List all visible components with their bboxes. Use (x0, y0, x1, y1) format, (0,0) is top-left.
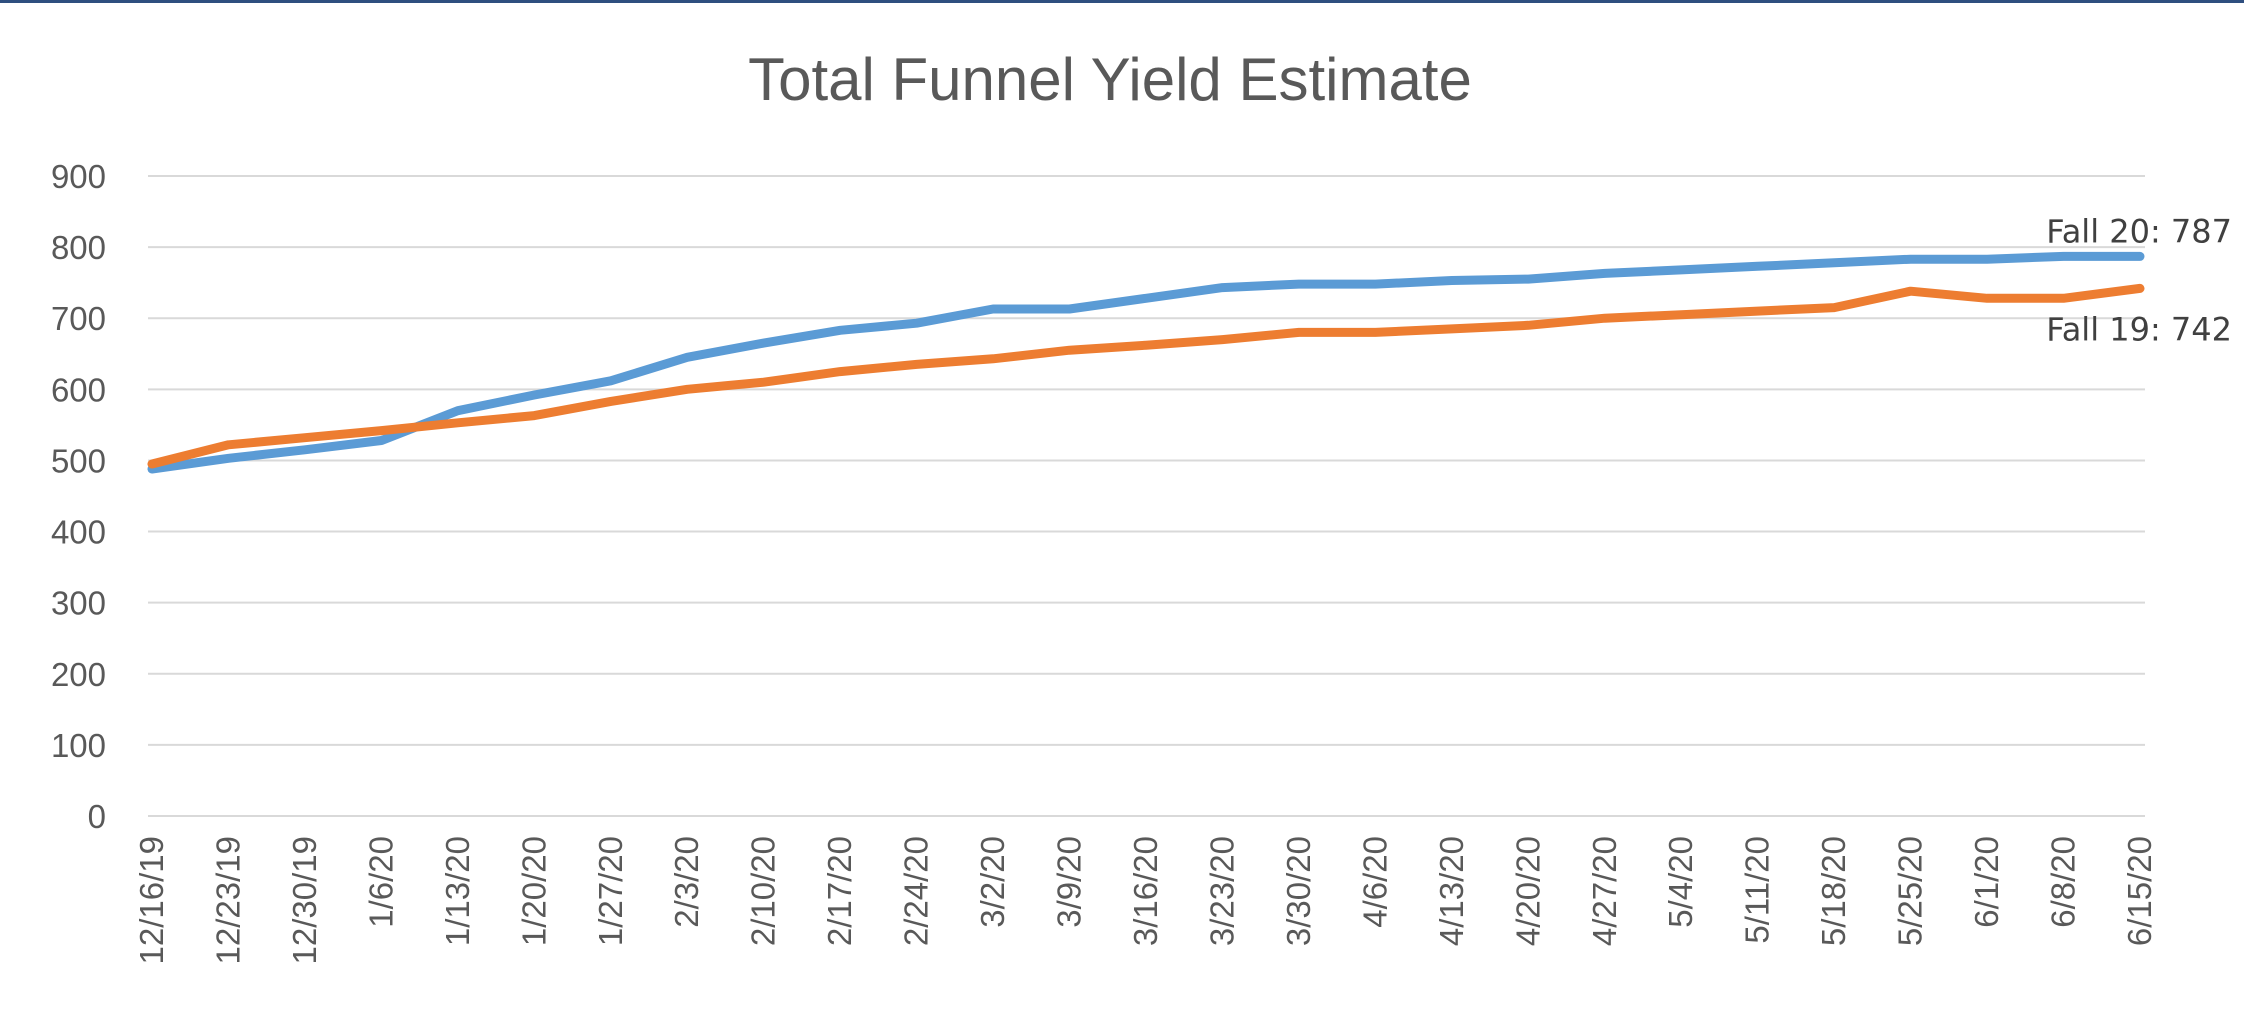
gridlines (148, 175, 2145, 817)
x-tick-label: 4/20/20 (1509, 836, 1546, 946)
x-tick-label: 12/30/19 (286, 836, 323, 964)
y-axis-tick-labels: 0 100 200 300 400 500 600 700 800 900 (51, 158, 106, 835)
chart-title: Total Funnel Yield Estimate (748, 46, 1472, 113)
x-tick-label: 1/13/20 (439, 836, 476, 946)
top-rule (0, 0, 2244, 3)
x-axis-tick-labels: 12/16/19 12/23/19 12/30/19 1/6/20 1/13/20 1/2… (133, 836, 2158, 964)
y-tick-label: 400 (51, 514, 106, 551)
x-tick-label: 4/13/20 (1433, 836, 1470, 946)
series-end-labels: Fall 20: 787 Fall 19: 742 (2046, 212, 2232, 348)
y-tick-label: 200 (51, 656, 106, 693)
x-tick-label: 2/24/20 (898, 836, 935, 946)
x-tick-label: 2/10/20 (745, 836, 782, 946)
x-tick-label: 3/2/20 (974, 836, 1011, 928)
x-tick-label: 4/6/20 (1356, 836, 1393, 928)
x-tick-label: 3/16/20 (1127, 836, 1164, 946)
x-tick-label: 4/27/20 (1586, 836, 1623, 946)
x-tick-label: 2/3/20 (668, 836, 705, 928)
y-tick-label: 100 (51, 727, 106, 764)
y-tick-label: 700 (51, 300, 106, 337)
series-lines (147, 251, 2145, 474)
x-tick-label: 3/30/20 (1280, 836, 1317, 946)
y-tick-label: 900 (51, 158, 106, 195)
x-tick-label: 12/23/19 (209, 836, 246, 964)
x-tick-label: 1/20/20 (515, 836, 552, 946)
x-tick-label: 6/15/20 (2121, 836, 2158, 946)
y-tick-label: 800 (51, 229, 106, 266)
x-tick-label: 6/1/20 (1968, 836, 2005, 928)
x-tick-label: 3/9/20 (1051, 836, 1088, 928)
x-tick-label: 1/27/20 (592, 836, 629, 946)
x-tick-label: 6/8/20 (2045, 836, 2082, 928)
series-line-1 (147, 283, 2145, 469)
x-tick-label: 5/25/20 (1892, 836, 1929, 946)
x-tick-label: 3/23/20 (1203, 836, 1240, 946)
series-end-label: Fall 20: 787 (2046, 212, 2232, 250)
series-line-0 (147, 251, 2145, 474)
y-tick-label: 300 (51, 585, 106, 622)
y-tick-label: 0 (88, 798, 106, 835)
x-tick-label: 2/17/20 (821, 836, 858, 946)
y-tick-label: 600 (51, 371, 106, 408)
x-tick-label: 5/11/20 (1739, 836, 1776, 944)
x-tick-label: 1/6/20 (362, 836, 399, 928)
x-tick-label: 12/16/19 (133, 836, 170, 964)
x-tick-label: 5/4/20 (1662, 836, 1699, 928)
y-tick-label: 500 (51, 442, 106, 479)
series-end-label: Fall 19: 742 (2046, 310, 2232, 348)
x-tick-label: 5/18/20 (1815, 836, 1852, 946)
